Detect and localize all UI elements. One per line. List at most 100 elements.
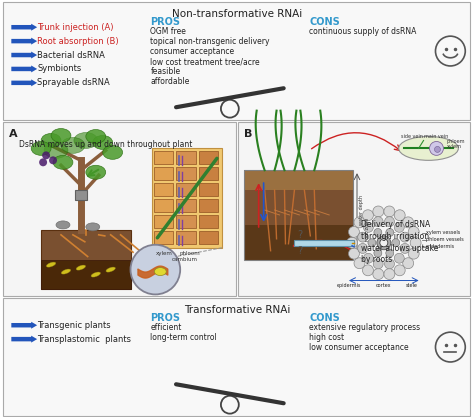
Ellipse shape (86, 223, 100, 231)
Circle shape (403, 217, 414, 228)
Bar (244, 190, 353, 225)
Ellipse shape (399, 137, 458, 161)
Text: PROS: PROS (150, 314, 181, 323)
Bar (155, 199, 173, 212)
Circle shape (358, 243, 368, 253)
Text: Transgenic plants: Transgenic plants (37, 321, 111, 330)
Text: xylem: xylem (156, 251, 173, 256)
Circle shape (348, 227, 359, 237)
Ellipse shape (61, 269, 71, 274)
Ellipse shape (51, 129, 71, 143)
Circle shape (364, 222, 374, 232)
Text: side vein: side vein (401, 135, 423, 140)
Text: B: B (244, 129, 252, 138)
Circle shape (394, 265, 405, 276)
Ellipse shape (106, 267, 115, 272)
Circle shape (363, 265, 374, 276)
Bar (3, 122, 236, 296)
Text: root zone: root zone (365, 218, 370, 242)
Circle shape (429, 141, 444, 155)
Circle shape (373, 269, 384, 280)
Text: continuous supply of dsRNA: continuous supply of dsRNA (310, 27, 417, 36)
Bar (41, 230, 130, 289)
FancyArrow shape (11, 336, 37, 343)
Circle shape (410, 237, 421, 248)
Circle shape (348, 248, 359, 259)
Ellipse shape (41, 133, 61, 148)
Text: PROS: PROS (150, 17, 181, 27)
Ellipse shape (44, 143, 68, 158)
Text: OGM free: OGM free (150, 27, 186, 36)
Ellipse shape (86, 165, 106, 179)
Bar (199, 199, 218, 212)
Ellipse shape (46, 262, 56, 267)
Text: phloem: phloem (447, 140, 465, 145)
Bar (155, 167, 173, 180)
Bar (244, 170, 353, 190)
Text: Sprayable dsRNA: Sprayable dsRNA (37, 78, 110, 87)
FancyArrow shape (11, 322, 37, 329)
Bar (152, 148, 222, 248)
Bar (176, 167, 196, 180)
FancyArrow shape (11, 24, 37, 31)
Ellipse shape (53, 155, 73, 169)
Circle shape (377, 236, 391, 250)
Text: high cost: high cost (310, 333, 345, 342)
Text: Bacterial dsRNA: Bacterial dsRNA (37, 51, 105, 59)
Ellipse shape (56, 221, 70, 229)
Circle shape (373, 206, 384, 217)
Circle shape (408, 248, 419, 259)
Circle shape (380, 239, 388, 247)
Bar (155, 231, 173, 244)
Circle shape (130, 245, 180, 294)
Ellipse shape (103, 145, 123, 159)
Bar (199, 231, 218, 244)
FancyArrow shape (11, 38, 37, 45)
Text: DsRNA moves up and down throughout plant: DsRNA moves up and down throughout plant (19, 140, 192, 150)
Bar (238, 122, 470, 296)
Bar (155, 183, 173, 196)
Text: low cost treatment tree/acre: low cost treatment tree/acre (150, 57, 260, 66)
Circle shape (358, 232, 368, 242)
Circle shape (392, 239, 400, 247)
Text: topical non-transgenic delivery: topical non-transgenic delivery (150, 37, 270, 46)
Text: endodermis: endodermis (426, 244, 455, 249)
Circle shape (374, 229, 382, 237)
Text: ?: ? (297, 230, 302, 240)
Bar (176, 199, 196, 212)
Circle shape (400, 232, 410, 242)
Circle shape (403, 258, 414, 269)
Bar (155, 151, 173, 164)
Text: Transplastomic  plants: Transplastomic plants (37, 335, 131, 344)
Text: extensive regulatory process: extensive regulatory process (310, 323, 420, 332)
Circle shape (346, 237, 357, 248)
Circle shape (394, 253, 404, 263)
Circle shape (373, 217, 383, 227)
Text: long-term control: long-term control (150, 333, 217, 342)
Circle shape (394, 210, 405, 221)
Text: main vein: main vein (424, 135, 448, 140)
Circle shape (394, 222, 404, 232)
Text: consumer acceptance: consumer acceptance (150, 47, 235, 56)
Bar (3, 3, 470, 120)
FancyArrow shape (294, 240, 354, 246)
Ellipse shape (86, 130, 106, 143)
Circle shape (354, 217, 365, 228)
Text: feasible: feasible (150, 67, 181, 76)
Bar (176, 231, 196, 244)
Bar (244, 225, 353, 260)
Circle shape (363, 210, 374, 221)
Text: efficient: efficient (150, 323, 182, 332)
Circle shape (373, 259, 383, 269)
Text: epidermis: epidermis (337, 283, 361, 288)
Text: affordable: affordable (150, 77, 190, 86)
FancyArrow shape (11, 66, 37, 72)
Text: Non-transformative RNAi: Non-transformative RNAi (172, 9, 302, 19)
Text: Transformative RNAi: Transformative RNAi (183, 306, 290, 315)
Circle shape (354, 258, 365, 269)
Circle shape (384, 217, 394, 227)
Text: cambium: cambium (172, 257, 198, 262)
Circle shape (386, 229, 394, 237)
Bar (199, 167, 218, 180)
Circle shape (374, 249, 382, 257)
